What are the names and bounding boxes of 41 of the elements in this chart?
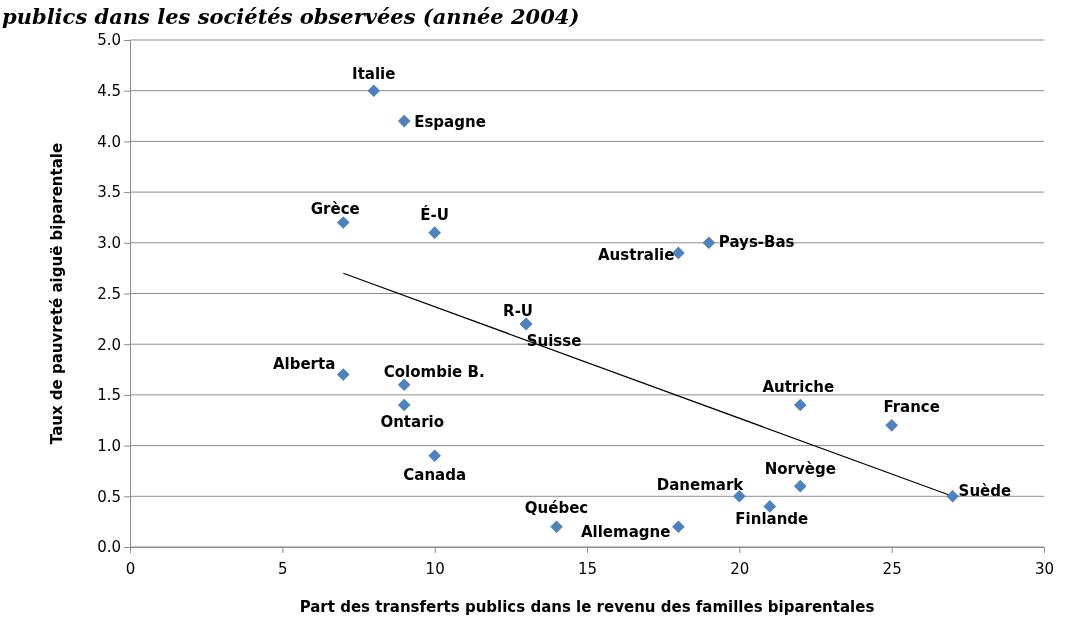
x-tick-label: 25 <box>882 560 902 578</box>
y-tick-label: 0.0 <box>97 538 121 557</box>
y-tick-label: 4.5 <box>97 82 121 100</box>
annotation: R-U <box>503 301 534 320</box>
annotation: France <box>883 398 940 417</box>
y-tick-label: 4.0 <box>97 132 121 151</box>
x-tick-label: 15 <box>577 560 598 578</box>
annotation: Australie <box>598 245 675 264</box>
chart-title: publics dans les sociétés observées (année 2004) <box>2 4 580 29</box>
annotation: Grèce <box>310 199 360 218</box>
x-tick-label: 10 <box>425 560 445 578</box>
annotation: Alberta <box>272 354 336 373</box>
y-tick-label: 3.5 <box>97 183 121 202</box>
annotation: Danemark <box>656 476 745 495</box>
annotation: Colombie B. <box>383 362 485 381</box>
y-axis-title: Taux de pauvreté aiguë biparentale <box>48 142 66 445</box>
annotation: Norvège <box>764 460 836 479</box>
y-tick-label: 1.0 <box>97 436 121 455</box>
annotation: Pays-Bas <box>718 232 795 251</box>
annotation: Suède <box>958 482 1012 501</box>
annotation: Finlande <box>735 510 809 529</box>
x-tick-label: 5 <box>278 560 288 578</box>
y-tick-label: 2.0 <box>97 335 121 354</box>
annotation: Québec <box>524 498 589 517</box>
x-axis-title: Part des transferts publics dans le revenu des familles biparentales <box>299 598 875 616</box>
x-tick-label: 30 <box>1034 560 1055 578</box>
annotation: É-U <box>420 204 449 224</box>
y-tick-label: 1.5 <box>97 386 121 405</box>
annotation: Ontario <box>380 413 444 432</box>
annotation: Espagne <box>414 113 486 132</box>
y-tick-label: 0.5 <box>97 487 121 506</box>
x-tick-label: 20 <box>730 560 750 578</box>
annotation: Autriche <box>762 378 835 397</box>
y-tick-label: 2.5 <box>97 284 121 303</box>
annotation: Allemagne <box>580 522 671 541</box>
x-tick-label: 0 <box>125 560 136 578</box>
y-tick-label: 3.0 <box>97 234 121 253</box>
annotation: Suisse <box>526 331 582 350</box>
y-tick-label: 5.0 <box>97 31 121 50</box>
annotation: Canada <box>403 465 467 484</box>
annotation: Italie <box>352 64 396 83</box>
